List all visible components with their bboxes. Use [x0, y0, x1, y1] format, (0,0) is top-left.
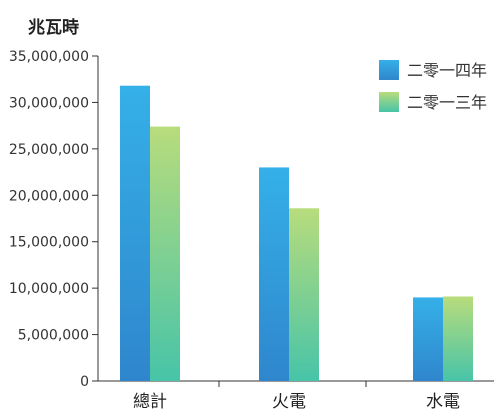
legend-label: 二零一四年 [407, 61, 487, 80]
y-tick-label: 0 [80, 374, 89, 390]
bar-2014-2 [413, 297, 443, 381]
bars [120, 85, 473, 381]
bar-2013-1 [289, 208, 319, 381]
legend-label: 二零一三年 [407, 93, 487, 112]
y-tick-label: 35,000,000 [9, 49, 89, 65]
legend-swatch [379, 92, 399, 112]
bar-2014-1 [259, 167, 289, 381]
x-tick-label: 總計 [133, 392, 167, 412]
unit-label: 兆瓦時 [28, 17, 79, 38]
y-tick-label: 5,000,000 [18, 328, 89, 344]
bar-2013-0 [150, 126, 180, 381]
x-axis: 總計 火電 水電 [98, 380, 494, 412]
y-axis: 0 5,000,000 10,000,000 15,000,000 20,000,000… [9, 49, 99, 390]
y-tick-label: 30,000,000 [9, 95, 89, 111]
x-tick-label: 水電 [426, 392, 460, 412]
x-tick-label: 火電 [272, 392, 306, 412]
y-tick-label: 25,000,000 [9, 142, 89, 158]
y-tick-label: 20,000,000 [9, 188, 89, 204]
y-tick-label: 15,000,000 [9, 235, 89, 251]
bar-2013-2 [443, 296, 473, 381]
bar-2014-0 [120, 85, 150, 381]
y-tick-label: 10,000,000 [9, 281, 89, 297]
legend-swatch [379, 60, 399, 80]
